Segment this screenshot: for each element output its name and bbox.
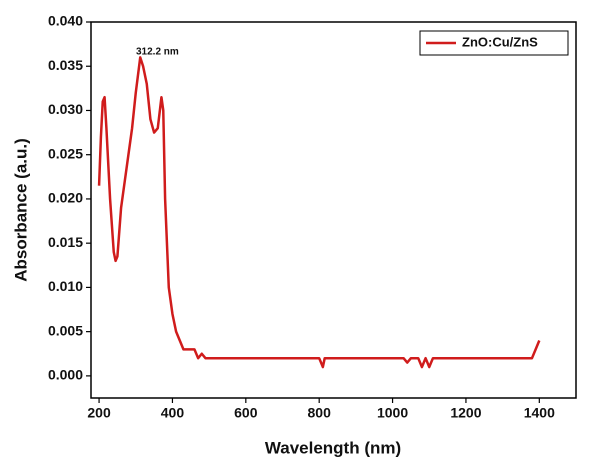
peak-annotation: 312.2 nm bbox=[136, 47, 179, 58]
y-tick-label: 0.040 bbox=[48, 13, 83, 29]
x-tick-label: 1000 bbox=[377, 405, 408, 421]
plot-frame bbox=[90, 21, 577, 399]
y-tick-label: 0.020 bbox=[48, 190, 83, 206]
y-tick-label: 0.025 bbox=[48, 145, 83, 161]
y-tick-label: 0.035 bbox=[48, 57, 83, 73]
y-tick-label: 0.030 bbox=[48, 101, 83, 117]
y-tick-label: 0.015 bbox=[48, 234, 83, 250]
y-axis-title: Absorbance (a.u.) bbox=[11, 138, 30, 282]
x-tick-label: 400 bbox=[161, 405, 185, 421]
x-tick-label: 800 bbox=[308, 405, 332, 421]
y-tick-label: 0.005 bbox=[48, 322, 83, 338]
x-axis-title: Wavelength (nm) bbox=[265, 438, 401, 457]
data-line bbox=[97, 56, 541, 369]
x-tick-label: 200 bbox=[87, 405, 111, 421]
legend-label: ZnO:Cu/ZnS bbox=[462, 34, 538, 49]
y-tick-label: 0.000 bbox=[48, 367, 83, 383]
y-tick-label: 0.010 bbox=[48, 278, 83, 294]
x-tick-label: 1400 bbox=[524, 405, 555, 421]
x-tick-label: 1200 bbox=[450, 405, 481, 421]
x-tick-label: 600 bbox=[234, 405, 258, 421]
